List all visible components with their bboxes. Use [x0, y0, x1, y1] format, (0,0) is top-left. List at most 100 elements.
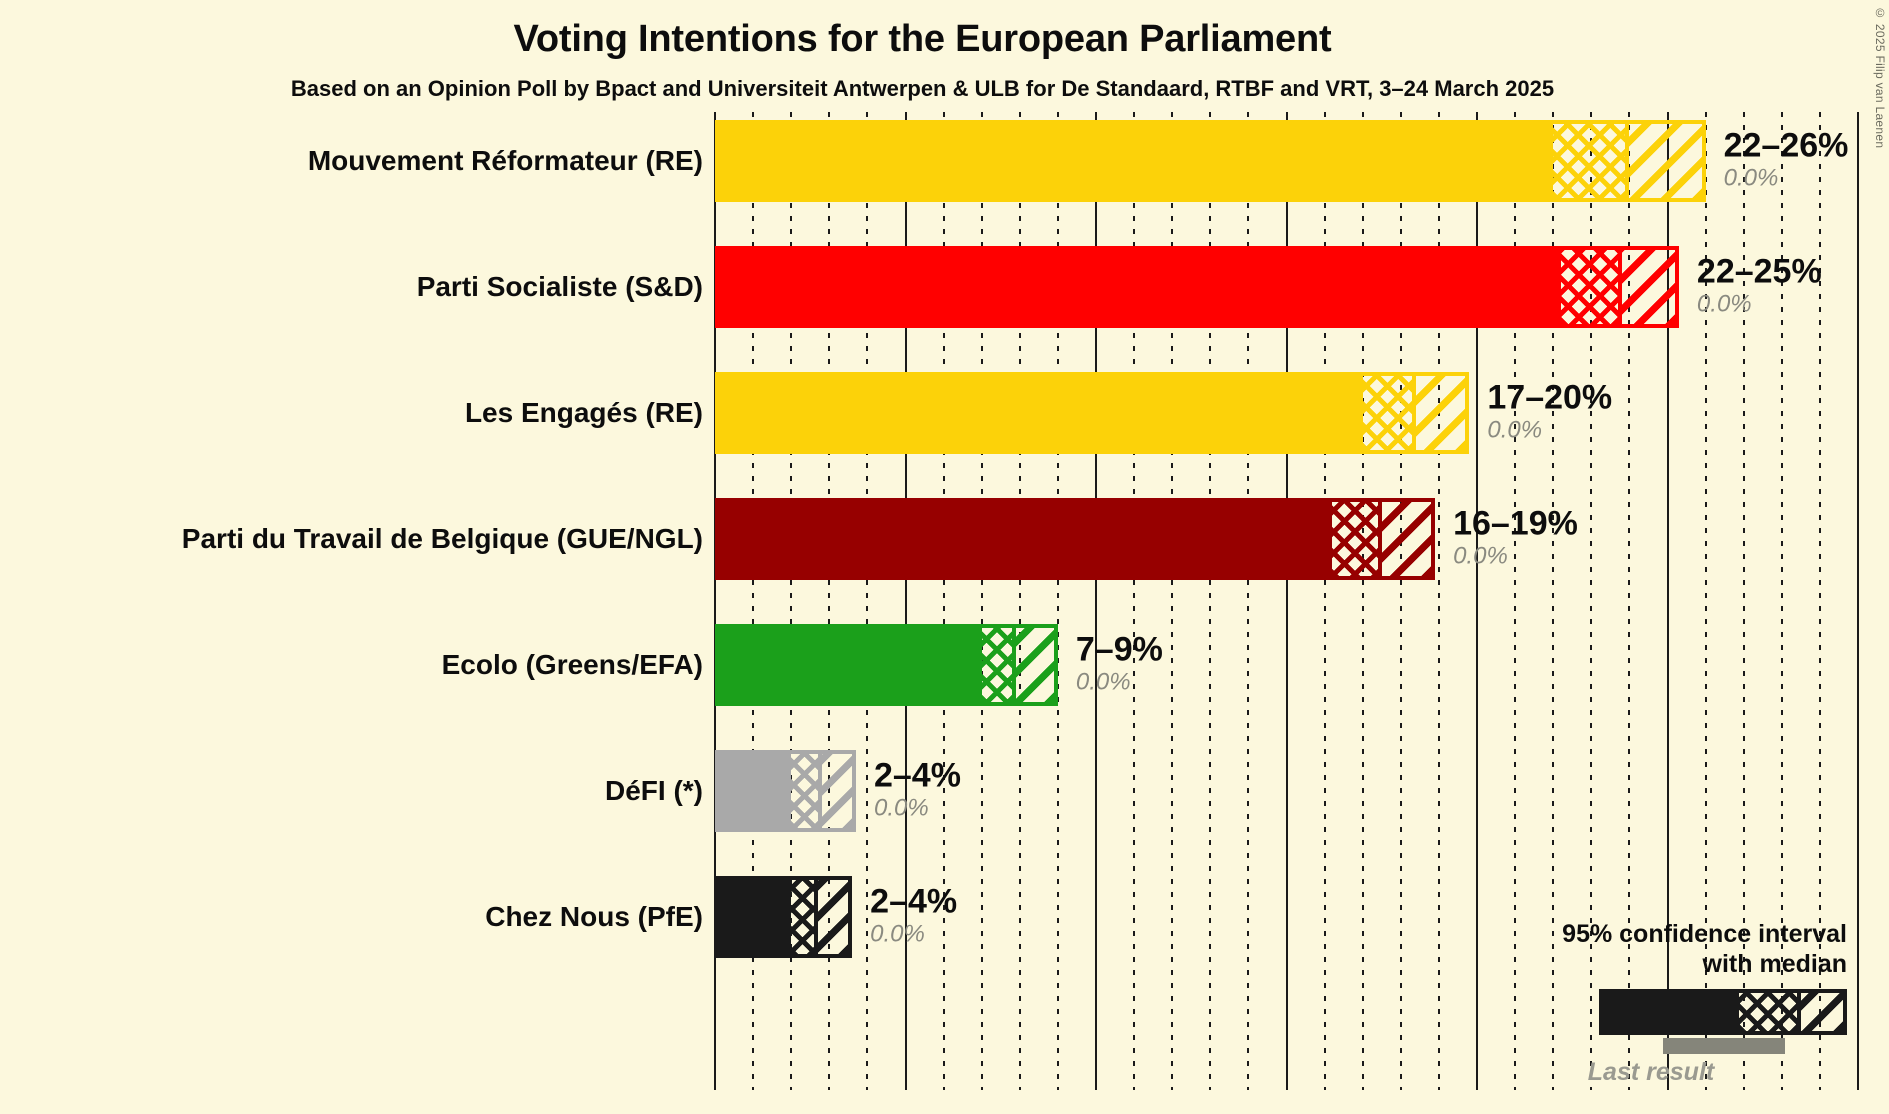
gridline-major: [1285, 112, 1288, 1090]
confidence-interval-bar: [715, 246, 1679, 328]
bar-last-result-value: 0.0%: [873, 794, 929, 822]
gridline-major: [904, 112, 907, 1090]
bar-value-block: 22–25% 0.0%: [1697, 254, 1822, 319]
bar-category-label: Parti Socialiste (S&D): [416, 271, 703, 302]
gridline-minor: [1437, 112, 1440, 1090]
gridline-major: [1857, 112, 1859, 1090]
legend-swatch-bar: [1599, 989, 1847, 1035]
bar-range-value: 17–20%: [1487, 378, 1613, 417]
gridline-major: [1666, 112, 1669, 1090]
bar-row: Parti Socialiste (S&D) 22–25% 0.0%: [0, 246, 1889, 328]
legend-line-2: with median: [1702, 949, 1847, 978]
chart-title: Voting Intentions for the European Parli…: [513, 18, 1332, 60]
bar-value-block: 17–20% 0.0%: [1487, 380, 1612, 445]
bar-value-block: 2–4% 0.0%: [870, 884, 957, 949]
bar-segment-solid: [715, 246, 1561, 328]
bar-segment-crosshatch: [981, 624, 1016, 706]
bar-row: Mouvement Réformateur (RE) 22–26% 0.0%: [0, 120, 1889, 202]
bar-range-value: 2–4%: [873, 756, 961, 795]
bar-segment-solid: [715, 498, 1333, 580]
gridline-minor: [1323, 112, 1326, 1090]
gridline-minor: [790, 112, 793, 1090]
bar-range-value: 2–4%: [870, 882, 958, 921]
bar-last-result-value: 0.0%: [1075, 668, 1131, 696]
bar-value-block: 16–19% 0.0%: [1453, 506, 1578, 571]
bar-segment-crosshatch: [791, 750, 822, 832]
gridline-minor: [1133, 112, 1136, 1090]
gridline-minor: [828, 112, 831, 1090]
confidence-interval-bar: [715, 498, 1436, 580]
bar-last-result-value: 0.0%: [1487, 416, 1543, 444]
gridline-minor: [866, 112, 869, 1090]
gridline-minor: [1056, 112, 1059, 1090]
bar-last-result-value: 0.0%: [1723, 164, 1779, 192]
bar-segment-solid: [715, 876, 792, 958]
gridline-minor: [1780, 112, 1783, 1090]
gridline-minor: [1628, 112, 1631, 1090]
confidence-interval-bar: [715, 120, 1706, 202]
bar-segment-crosshatch: [1560, 246, 1622, 328]
bar-range-value: 16–19%: [1453, 504, 1578, 543]
bar-row: DéFI (*) 2–4% 0.0%: [0, 750, 1889, 832]
bar-segment-crosshatch: [1362, 372, 1417, 454]
bar-category-label: Mouvement Réformateur (RE): [307, 145, 703, 176]
gridline-minor: [1590, 112, 1593, 1090]
bar-value-block: 7–9% 0.0%: [1076, 632, 1163, 697]
gridline-major: [1095, 112, 1097, 1090]
bar-segment-diagonal-hatch: [821, 750, 856, 832]
bar-category-label: Chez Nous (PfE): [485, 901, 703, 932]
bar-category-label: Parti du Travail de Belgique (GUE/NGL): [181, 523, 703, 554]
bar-value-block: 2–4% 0.0%: [874, 758, 961, 823]
bar-category-label: Ecolo (Greens/EFA): [441, 649, 703, 680]
bar-row: Ecolo (Greens/EFA) 7–9% 0.0%: [0, 624, 1889, 706]
legend: 95% confidence interval with median Last…: [1517, 920, 1847, 1087]
bar-segment-crosshatch: [1553, 120, 1630, 202]
gridline-minor: [1209, 112, 1212, 1090]
bar-row: Parti du Travail de Belgique (GUE/NGL) 16…: [0, 498, 1889, 580]
plot-area: Mouvement Réformateur (RE) 22–26% 0.0% Part…: [0, 112, 1889, 1094]
bar-category-label: DéFI (*): [605, 775, 703, 806]
bar-segment-solid: [715, 120, 1554, 202]
legend-segment-crosshatch: [1739, 989, 1801, 1035]
bar-range-value: 7–9%: [1075, 630, 1163, 669]
legend-last-result-label: Last result: [1587, 1058, 1715, 1086]
gridline-major: [1476, 112, 1478, 1090]
gridline-minor: [980, 112, 983, 1090]
gridline-major: [714, 112, 716, 1090]
bar-row: Les Engagés (RE) 17–20% 0.0%: [0, 372, 1889, 454]
chart-subtitle: Based on an Opinion Poll by Bpact and Un…: [290, 76, 1555, 101]
bar-segment-solid: [715, 624, 982, 706]
copyright-notice: © 2025 Filip van Laenen: [1873, 6, 1887, 149]
bar-segment-diagonal-hatch: [1015, 624, 1058, 706]
bar-segment-diagonal-hatch: [1381, 498, 1436, 580]
bar-segment-crosshatch: [1332, 498, 1382, 580]
bar-row: Chez Nous (PfE) 2–4% 0.0%: [0, 876, 1889, 958]
bar-category-label: Les Engagés (RE): [464, 397, 703, 428]
bar-last-result-value: 0.0%: [870, 920, 925, 948]
gridline-minor: [752, 112, 755, 1090]
gridline-minor: [1018, 112, 1021, 1090]
bar-segment-diagonal-hatch: [817, 876, 853, 958]
legend-segment-diagonal-hatch: [1801, 989, 1847, 1035]
gridline-minor: [1171, 112, 1174, 1090]
bar-range-value: 22–25%: [1696, 252, 1822, 291]
gridlines: [0, 112, 1889, 1094]
gridline-minor: [1818, 112, 1821, 1090]
bar-range-value: 22–26%: [1723, 126, 1849, 165]
gridline-minor: [1704, 112, 1707, 1090]
bar-segment-solid: [715, 750, 792, 832]
legend-segment-solid: [1599, 989, 1739, 1035]
bar-last-result-value: 0.0%: [1696, 290, 1752, 318]
bar-last-result-value: 0.0%: [1453, 542, 1508, 570]
bar-segment-crosshatch: [791, 876, 818, 958]
gridline-minor: [1399, 112, 1402, 1090]
gridline-minor: [1514, 112, 1517, 1090]
bar-segment-solid: [715, 372, 1363, 454]
confidence-interval-bar: [715, 624, 1058, 706]
gridline-minor: [1742, 112, 1745, 1090]
bar-segment-diagonal-hatch: [1621, 246, 1679, 328]
gridline-minor: [1247, 112, 1250, 1090]
legend-line-1: 95% confidence interval: [1562, 920, 1847, 948]
gridline-minor: [942, 112, 945, 1090]
